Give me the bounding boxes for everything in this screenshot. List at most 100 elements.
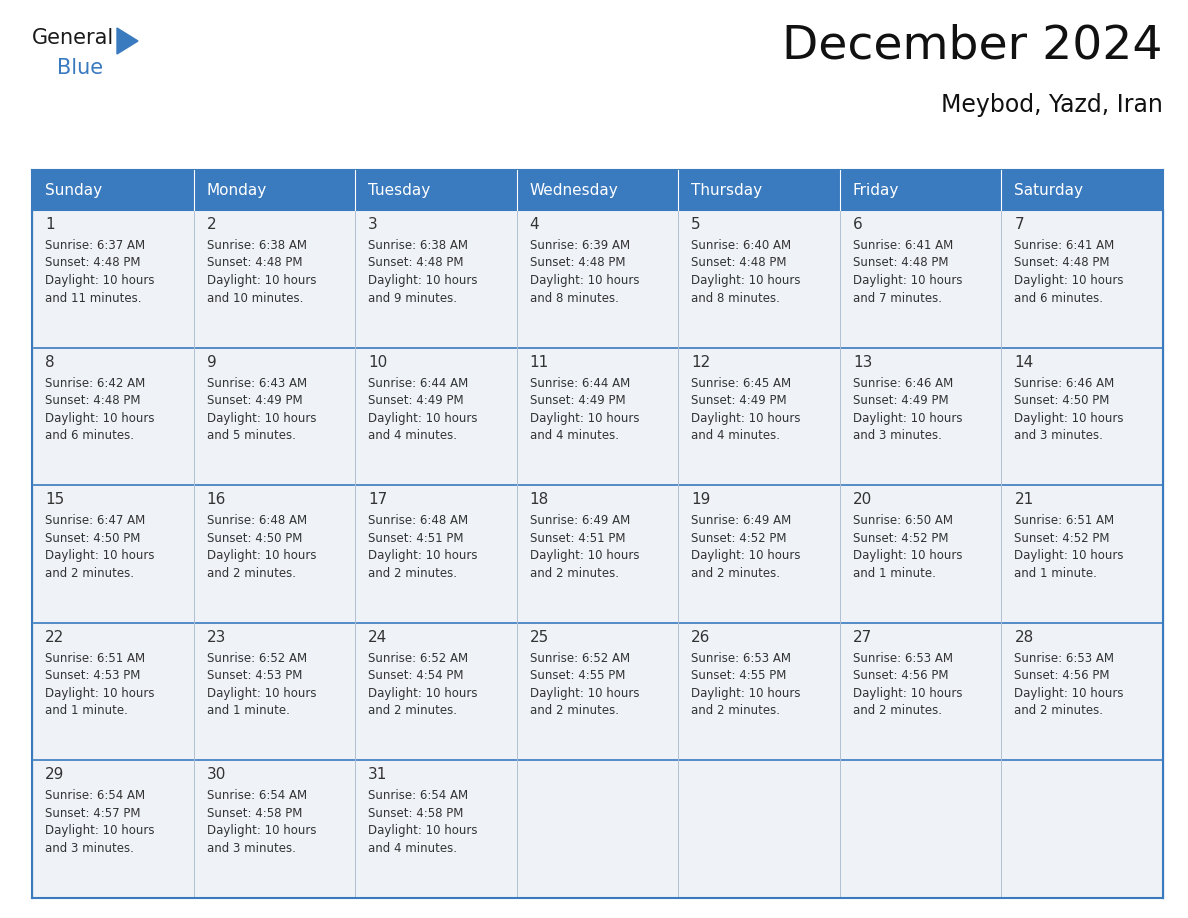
Text: 26: 26 [691,630,710,644]
Bar [517,760,678,898]
Text: Sunrise: 6:44 AM: Sunrise: 6:44 AM [530,376,630,389]
Text: Sunrise: 6:47 AM: Sunrise: 6:47 AM [45,514,145,527]
Text: Daylight: 10 hours: Daylight: 10 hours [691,549,801,562]
Text: 18: 18 [530,492,549,508]
Text: Sunrise: 6:50 AM: Sunrise: 6:50 AM [853,514,953,527]
Text: Daylight: 10 hours: Daylight: 10 hours [207,687,316,700]
Text: and 2 minutes.: and 2 minutes. [691,704,781,717]
Text: Sunrise: 6:52 AM: Sunrise: 6:52 AM [207,652,307,665]
Text: 9: 9 [207,354,216,370]
Bar [1001,210,1163,348]
Text: Sunset: 4:48 PM: Sunset: 4:48 PM [45,256,140,270]
Text: and 2 minutes.: and 2 minutes. [368,704,457,717]
Bar [678,210,840,348]
Text: Daylight: 10 hours: Daylight: 10 hours [1015,411,1124,425]
Text: Sunset: 4:49 PM: Sunset: 4:49 PM [530,394,625,407]
Text: and 4 minutes.: and 4 minutes. [691,429,781,442]
Bar [355,622,517,760]
Text: and 5 minutes.: and 5 minutes. [207,429,296,442]
Text: Daylight: 10 hours: Daylight: 10 hours [530,687,639,700]
Text: Tuesday: Tuesday [368,183,430,197]
Text: Sunset: 4:49 PM: Sunset: 4:49 PM [207,394,302,407]
Text: Sunrise: 6:42 AM: Sunrise: 6:42 AM [45,376,145,389]
Text: Daylight: 10 hours: Daylight: 10 hours [853,274,962,287]
Text: Sunset: 4:49 PM: Sunset: 4:49 PM [853,394,948,407]
Text: Sunset: 4:48 PM: Sunset: 4:48 PM [853,256,948,270]
Text: Sunrise: 6:51 AM: Sunrise: 6:51 AM [45,652,145,665]
Text: Sunset: 4:55 PM: Sunset: 4:55 PM [530,669,625,682]
Text: and 10 minutes.: and 10 minutes. [207,292,303,305]
Text: Sunset: 4:56 PM: Sunset: 4:56 PM [853,669,948,682]
Text: Daylight: 10 hours: Daylight: 10 hours [207,549,316,562]
Text: 29: 29 [45,767,64,782]
Text: and 2 minutes.: and 2 minutes. [530,704,619,717]
Bar [355,486,517,622]
Text: and 1 minute.: and 1 minute. [45,704,128,717]
Text: Sunset: 4:57 PM: Sunset: 4:57 PM [45,807,140,820]
Text: 21: 21 [1015,492,1034,508]
Bar [840,760,1001,898]
Text: 15: 15 [45,492,64,508]
Text: and 9 minutes.: and 9 minutes. [368,292,457,305]
Text: 13: 13 [853,354,872,370]
Text: Wednesday: Wednesday [530,183,619,197]
Text: 27: 27 [853,630,872,644]
Bar [355,210,517,348]
Bar [840,348,1001,486]
Text: Daylight: 10 hours: Daylight: 10 hours [368,824,478,837]
Bar [32,170,1163,210]
Text: Daylight: 10 hours: Daylight: 10 hours [853,411,962,425]
Text: Daylight: 10 hours: Daylight: 10 hours [368,549,478,562]
Text: and 3 minutes.: and 3 minutes. [853,429,942,442]
Text: Sunrise: 6:49 AM: Sunrise: 6:49 AM [691,514,791,527]
Text: Sunset: 4:48 PM: Sunset: 4:48 PM [691,256,786,270]
Text: Daylight: 10 hours: Daylight: 10 hours [207,824,316,837]
Text: and 8 minutes.: and 8 minutes. [530,292,619,305]
Bar [355,348,517,486]
Text: Daylight: 10 hours: Daylight: 10 hours [45,549,154,562]
Text: 8: 8 [45,354,55,370]
Bar [194,348,355,486]
Text: and 6 minutes.: and 6 minutes. [1015,292,1104,305]
Bar [840,210,1001,348]
Text: and 2 minutes.: and 2 minutes. [368,566,457,579]
Text: 5: 5 [691,217,701,232]
Text: and 11 minutes.: and 11 minutes. [45,292,141,305]
Text: Sunrise: 6:38 AM: Sunrise: 6:38 AM [207,239,307,252]
Text: Sunrise: 6:41 AM: Sunrise: 6:41 AM [1015,239,1114,252]
Bar [840,622,1001,760]
Text: and 3 minutes.: and 3 minutes. [1015,429,1104,442]
Bar [678,760,840,898]
Text: General: General [32,28,114,48]
Text: Sunrise: 6:41 AM: Sunrise: 6:41 AM [853,239,953,252]
Text: Daylight: 10 hours: Daylight: 10 hours [691,411,801,425]
Text: and 2 minutes.: and 2 minutes. [853,704,942,717]
Text: Sunset: 4:49 PM: Sunset: 4:49 PM [368,394,463,407]
Text: Sunset: 4:55 PM: Sunset: 4:55 PM [691,669,786,682]
Text: Meybod, Yazd, Iran: Meybod, Yazd, Iran [941,93,1163,117]
Text: and 4 minutes.: and 4 minutes. [368,429,457,442]
Text: 16: 16 [207,492,226,508]
Text: Saturday: Saturday [1015,183,1083,197]
Text: 10: 10 [368,354,387,370]
Bar [32,348,194,486]
Text: Sunset: 4:48 PM: Sunset: 4:48 PM [207,256,302,270]
Text: Sunrise: 6:49 AM: Sunrise: 6:49 AM [530,514,630,527]
Text: Sunset: 4:53 PM: Sunset: 4:53 PM [45,669,140,682]
Text: Sunday: Sunday [45,183,102,197]
Text: Sunset: 4:48 PM: Sunset: 4:48 PM [1015,256,1110,270]
Text: 14: 14 [1015,354,1034,370]
Text: and 1 minute.: and 1 minute. [853,566,936,579]
Text: and 3 minutes.: and 3 minutes. [207,842,296,855]
Text: Sunrise: 6:53 AM: Sunrise: 6:53 AM [1015,652,1114,665]
Text: Daylight: 10 hours: Daylight: 10 hours [1015,549,1124,562]
Bar [32,486,194,622]
Text: Sunset: 4:50 PM: Sunset: 4:50 PM [207,532,302,544]
Text: 6: 6 [853,217,862,232]
Text: Sunrise: 6:37 AM: Sunrise: 6:37 AM [45,239,145,252]
Text: and 2 minutes.: and 2 minutes. [530,566,619,579]
Text: Daylight: 10 hours: Daylight: 10 hours [530,549,639,562]
Text: Daylight: 10 hours: Daylight: 10 hours [368,274,478,287]
Bar [194,622,355,760]
Bar [194,486,355,622]
